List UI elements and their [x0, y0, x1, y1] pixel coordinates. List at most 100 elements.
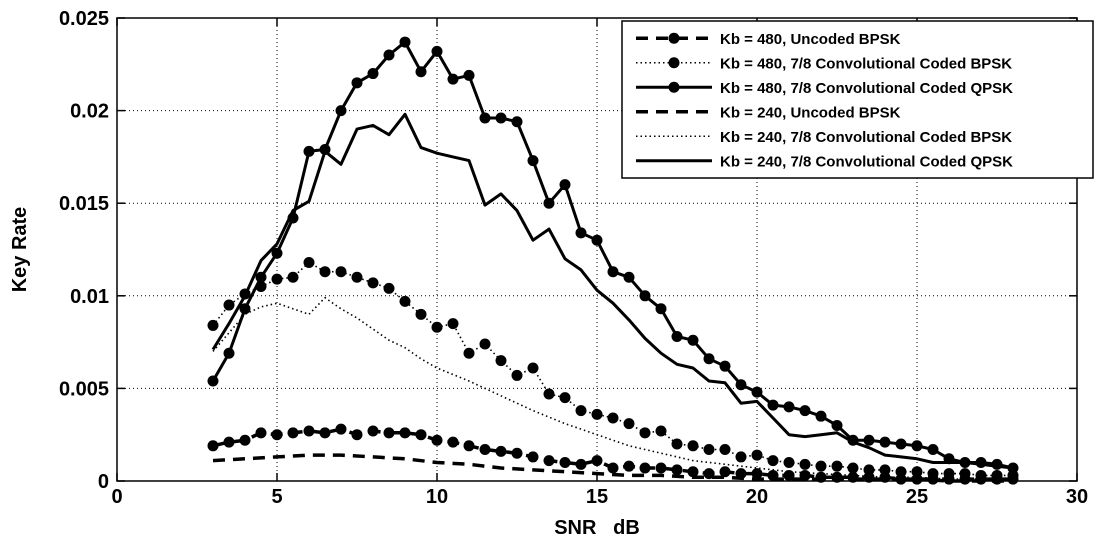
data-point [623, 271, 635, 283]
data-point [831, 419, 843, 431]
data-point [207, 319, 219, 331]
data-point [479, 112, 491, 124]
data-point [335, 105, 347, 117]
data-point [447, 318, 459, 330]
data-point [527, 362, 539, 374]
data-point [287, 427, 299, 439]
data-point [511, 116, 523, 128]
legend-marker [668, 57, 680, 69]
data-point [1007, 462, 1019, 474]
data-point [223, 436, 235, 448]
x-tick-label: 25 [906, 486, 928, 508]
x-axis-label: SNR dB [554, 517, 640, 539]
data-point [495, 355, 507, 367]
y-tick-label: 0.005 [59, 378, 109, 400]
data-point [287, 271, 299, 283]
legend-label: Kb = 240, 7/8 Convolutional Coded BPSK [720, 129, 1012, 146]
data-point [703, 444, 715, 456]
data-point [639, 427, 651, 439]
legend-marker [668, 32, 680, 44]
data-point [863, 464, 875, 476]
data-point [383, 282, 395, 294]
data-point [319, 427, 331, 439]
data-point [495, 112, 507, 124]
data-point [415, 308, 427, 320]
data-point [895, 438, 907, 450]
data-point [351, 429, 363, 441]
x-tick-label: 30 [1066, 486, 1088, 508]
data-point [927, 468, 939, 480]
data-point [879, 464, 891, 476]
data-point [719, 466, 731, 478]
data-point [383, 49, 395, 61]
data-point [575, 405, 587, 417]
data-point [783, 456, 795, 468]
data-point [543, 197, 555, 209]
data-point [559, 456, 571, 468]
data-point [495, 445, 507, 457]
data-point [863, 434, 875, 446]
data-point [751, 468, 763, 480]
data-point [223, 347, 235, 359]
data-point [831, 471, 843, 483]
data-point [479, 338, 491, 350]
data-point [591, 234, 603, 246]
data-point [367, 277, 379, 289]
legend-entry: Kb = 480, 7/8 Convolutional Coded QPSK [636, 80, 1013, 97]
data-point [367, 68, 379, 80]
data-point [671, 331, 683, 343]
data-point [591, 455, 603, 467]
data-point [639, 290, 651, 302]
data-point [655, 425, 667, 437]
data-point [463, 440, 475, 452]
data-point [255, 271, 267, 283]
data-point [559, 179, 571, 191]
y-tick-label: 0.02 [70, 101, 109, 123]
data-point [239, 434, 251, 446]
series-line [212, 453, 1013, 483]
data-point [623, 460, 635, 472]
series-4 [212, 453, 1013, 483]
data-point [959, 468, 971, 480]
data-point [271, 247, 283, 259]
data-point [607, 266, 619, 278]
data-point [431, 321, 443, 333]
data-point [239, 303, 251, 315]
legend-entry: Kb = 240, Uncoded BPSK [636, 104, 901, 121]
legend-marker [668, 81, 680, 93]
data-point [543, 455, 555, 467]
data-point [303, 425, 315, 437]
data-point [687, 466, 699, 478]
data-point [447, 73, 459, 85]
data-point [207, 375, 219, 387]
data-point [671, 438, 683, 450]
data-point [223, 299, 235, 311]
data-point [271, 273, 283, 285]
data-point [207, 440, 219, 452]
data-point [623, 418, 635, 430]
data-point [751, 449, 763, 461]
data-point [543, 388, 555, 400]
data-point [719, 444, 731, 456]
series-3 [207, 36, 1019, 474]
y-tick-label: 0 [98, 471, 109, 493]
data-point [511, 447, 523, 459]
data-point [367, 425, 379, 437]
data-point [895, 466, 907, 478]
y-axis-label: Key Rate [9, 207, 31, 293]
data-point [335, 423, 347, 435]
data-point [463, 69, 475, 81]
data-point [383, 427, 395, 439]
data-point [527, 155, 539, 167]
data-point [559, 392, 571, 404]
data-point [943, 468, 955, 480]
data-point [447, 436, 459, 448]
data-point [319, 266, 331, 278]
data-point [511, 369, 523, 381]
data-point [255, 427, 267, 439]
data-point [767, 455, 779, 467]
data-point [639, 462, 651, 474]
data-point [687, 334, 699, 346]
series-layer [207, 36, 1019, 485]
legend-entry: Kb = 240, 7/8 Convolutional Coded BPSK [636, 129, 1012, 146]
